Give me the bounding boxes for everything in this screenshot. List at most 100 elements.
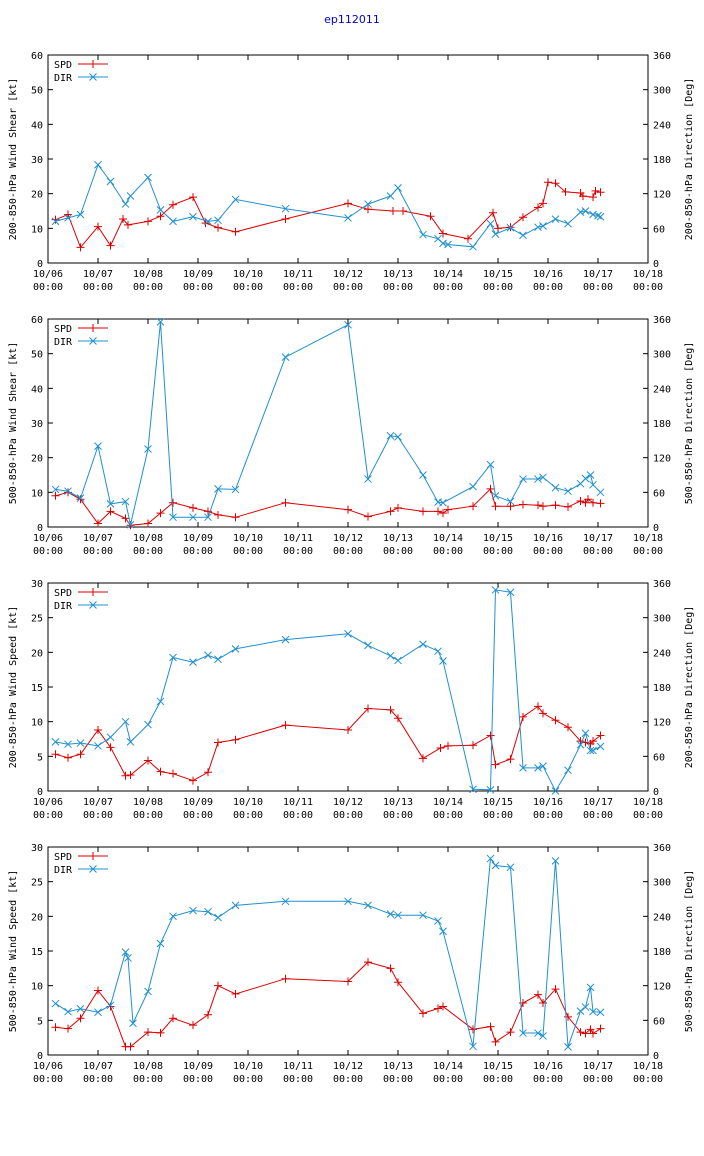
y2-tick-label: 180 bbox=[653, 155, 671, 166]
data-point-dir bbox=[126, 738, 135, 746]
data-point-dir bbox=[581, 1003, 590, 1011]
data-point-spd bbox=[204, 768, 212, 777]
x-tick-label: 10/17 bbox=[583, 533, 613, 544]
data-point-spd bbox=[156, 212, 165, 221]
data-point-dir bbox=[64, 1007, 72, 1016]
data-point-spd bbox=[169, 200, 177, 209]
y2-tick-label: 240 bbox=[653, 912, 671, 923]
x-tick-time-label: 00:00 bbox=[83, 282, 113, 293]
data-point-dir bbox=[589, 210, 597, 219]
data-point-spd bbox=[394, 978, 402, 987]
legend-marker-dir bbox=[89, 73, 97, 81]
data-point-spd bbox=[144, 1028, 152, 1037]
data-point-spd bbox=[281, 974, 290, 983]
data-point-dir bbox=[231, 195, 240, 204]
x-tick-time-label: 00:00 bbox=[633, 282, 663, 293]
data-point-dir bbox=[551, 787, 560, 795]
legend-marker-dir bbox=[89, 337, 97, 345]
x-tick-time-label: 00:00 bbox=[33, 546, 63, 557]
data-point-spd bbox=[589, 737, 597, 746]
data-point-spd bbox=[121, 771, 130, 780]
data-point-dir bbox=[76, 739, 85, 747]
data-point-dir bbox=[534, 1029, 542, 1037]
data-point-spd bbox=[486, 1022, 495, 1031]
data-point-spd bbox=[189, 503, 197, 512]
y-tick-label: 25 bbox=[31, 614, 43, 625]
data-point-spd bbox=[469, 1025, 477, 1034]
data-point-dir bbox=[394, 184, 402, 192]
data-point-dir bbox=[551, 483, 560, 492]
data-point-dir bbox=[491, 491, 500, 500]
data-point-spd bbox=[551, 501, 560, 510]
data-point-dir bbox=[214, 913, 222, 922]
x-tick-label: 10/06 bbox=[33, 269, 63, 280]
data-point-dir bbox=[576, 208, 585, 217]
data-point-dir bbox=[596, 742, 605, 751]
y-tick-label: 40 bbox=[31, 384, 43, 395]
data-point-spd bbox=[344, 505, 352, 514]
x-tick-time-label: 00:00 bbox=[333, 1074, 363, 1085]
data-point-spd bbox=[189, 193, 197, 202]
data-point-spd bbox=[144, 217, 152, 226]
legend-label: SPD bbox=[54, 324, 72, 335]
data-point-spd bbox=[439, 1002, 447, 1011]
data-point-dir bbox=[144, 720, 152, 729]
x-tick-time-label: 00:00 bbox=[33, 810, 63, 821]
data-point-dir bbox=[126, 520, 135, 529]
x-tick-label: 10/11 bbox=[283, 797, 313, 808]
data-point-dir bbox=[469, 1042, 477, 1051]
data-point-spd bbox=[364, 205, 372, 214]
x-tick-label: 10/16 bbox=[533, 1061, 563, 1072]
y2-tick-label: 0 bbox=[653, 259, 659, 270]
y2-tick-label: 360 bbox=[653, 579, 671, 590]
series-line-spd bbox=[55, 705, 601, 782]
data-point-dir bbox=[539, 473, 547, 482]
data-point-spd bbox=[486, 484, 495, 493]
data-point-dir bbox=[506, 223, 515, 232]
data-point-dir bbox=[94, 742, 102, 750]
data-point-spd bbox=[281, 498, 290, 507]
data-point-spd bbox=[156, 509, 165, 518]
y2-tick-label: 240 bbox=[653, 384, 671, 395]
x-tick-label: 10/06 bbox=[33, 533, 63, 544]
data-point-spd bbox=[419, 1009, 427, 1018]
data-point-dir bbox=[539, 762, 547, 771]
x-tick-time-label: 00:00 bbox=[583, 282, 613, 293]
data-point-dir bbox=[486, 219, 495, 228]
data-point-spd bbox=[204, 1010, 212, 1019]
data-point-spd bbox=[589, 1029, 597, 1038]
x-tick-time-label: 00:00 bbox=[383, 810, 413, 821]
data-point-spd bbox=[534, 702, 542, 711]
y-tick-label: 30 bbox=[31, 155, 43, 166]
data-point-spd bbox=[589, 498, 597, 507]
data-point-spd bbox=[189, 776, 197, 785]
data-point-dir bbox=[124, 954, 132, 962]
data-point-dir bbox=[534, 223, 542, 232]
y-tick-label: 15 bbox=[31, 683, 43, 694]
data-point-dir bbox=[76, 1004, 85, 1013]
data-point-dir bbox=[344, 897, 352, 906]
data-point-dir bbox=[551, 857, 560, 865]
data-point-spd bbox=[579, 192, 587, 201]
y2-tick-label: 0 bbox=[653, 1051, 659, 1062]
y-tick-label: 50 bbox=[31, 86, 43, 97]
x-tick-time-label: 00:00 bbox=[483, 810, 513, 821]
y-tick-label: 0 bbox=[37, 787, 43, 798]
legend-marker-spd bbox=[89, 588, 97, 596]
data-point-spd bbox=[506, 502, 515, 511]
data-point-spd bbox=[444, 741, 452, 750]
plot-frame bbox=[47, 846, 649, 1056]
legend-marker-spd bbox=[89, 60, 97, 68]
data-point-dir bbox=[106, 733, 115, 742]
data-point-spd bbox=[364, 512, 372, 521]
y2-tick-label: 60 bbox=[653, 488, 665, 499]
y2-tick-label: 300 bbox=[653, 350, 671, 361]
x-tick-time-label: 00:00 bbox=[183, 1074, 213, 1085]
data-point-dir bbox=[121, 948, 130, 957]
data-point-spd bbox=[576, 497, 585, 505]
data-point-spd bbox=[486, 731, 495, 740]
data-point-dir bbox=[189, 212, 197, 221]
y2-tick-label: 180 bbox=[653, 419, 671, 430]
data-point-dir bbox=[231, 645, 240, 653]
data-point-dir bbox=[156, 939, 165, 948]
